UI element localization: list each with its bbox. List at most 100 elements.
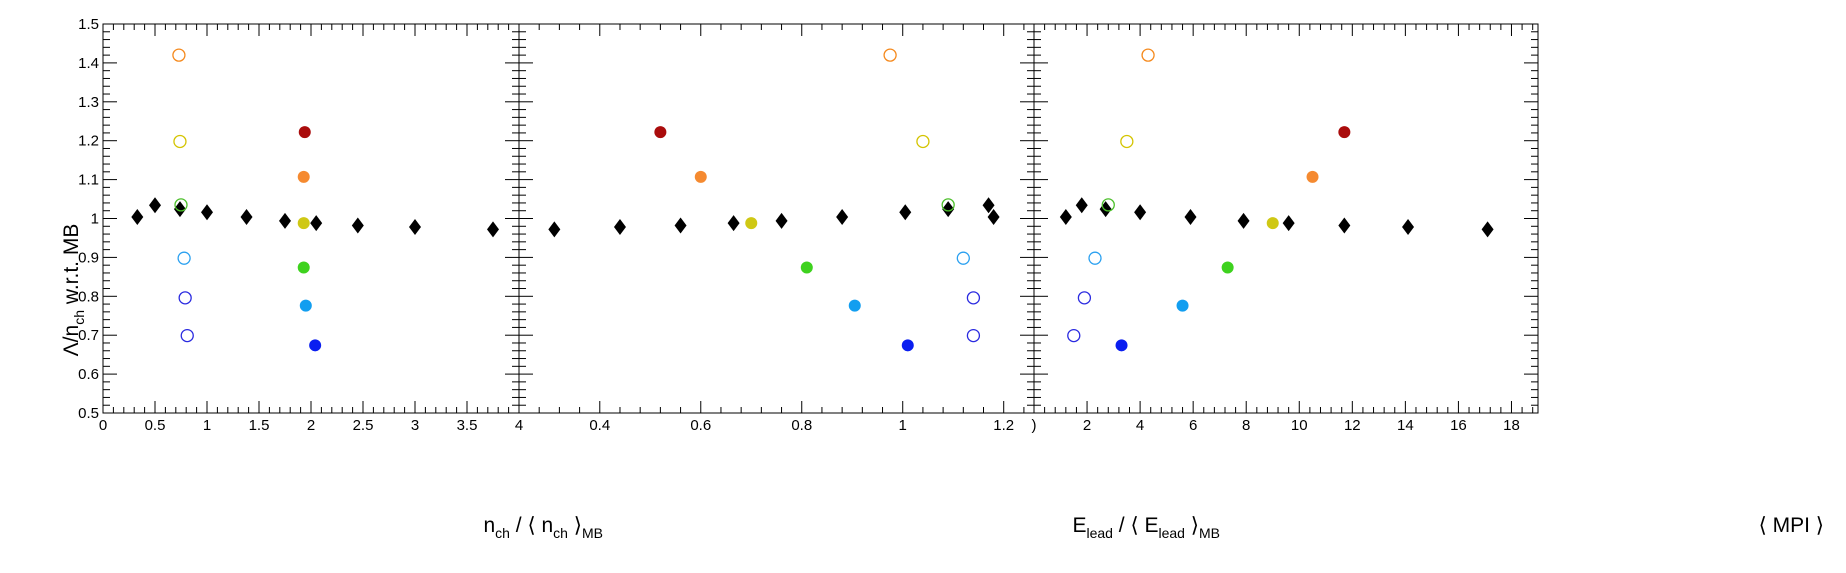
x-tick-label: 18 (1503, 417, 1520, 434)
x-tick-label: 1 (899, 417, 907, 434)
data-point-diamond (173, 201, 186, 218)
data-point-diamond (836, 208, 849, 225)
data-point-diamond (240, 208, 253, 225)
x-title-mid-b-sub: lead (1159, 525, 1185, 541)
x-tick-label: 10 (1291, 417, 1308, 434)
data-point-filled-circle (297, 261, 310, 274)
x-title-left-a-sub: ch (495, 525, 510, 541)
data-point-diamond (613, 219, 626, 236)
x-tick-label: 16 (1450, 417, 1467, 434)
x-title-left-c-sub: MB (582, 525, 603, 541)
data-point-open-circle (180, 328, 194, 343)
x-tick-label: 4 (1136, 417, 1144, 434)
panel-right: ) 2 4 6 8 10 12 14 16 18 (1032, 23, 1539, 434)
y-tick-label: 1.1 (78, 172, 99, 189)
panel-middle: 0.4 0.6 0.8 1 1.2 (518, 23, 1035, 434)
y-tick-label: 0.5 (78, 405, 99, 422)
data-point-diamond (409, 219, 421, 236)
y-axis-title-main: Λ/n (60, 325, 83, 357)
data-point-open-circle (916, 134, 930, 149)
data-point-open-circle (173, 134, 187, 149)
x-title-mid-b: / ⟨ E (1113, 514, 1159, 537)
data-point-open-circle (177, 251, 191, 265)
y-axis-title-rest: w.r.t. MB (60, 224, 83, 310)
x-title-mid-a: E (1072, 514, 1086, 537)
x-axis-title-right: ⟨ MPI ⟩ (1759, 514, 1824, 537)
x-title-left-b: / ⟨ n (510, 514, 553, 537)
panel-left: 0 0.5 1 1.5 2 2.5 3 3.5 40.50.60.70.80.911.11.21… (78, 16, 523, 434)
y-tick-label: 0.6 (78, 366, 99, 383)
data-point-open-circle (172, 48, 186, 62)
data-point-filled-circle (309, 339, 322, 352)
data-point-diamond (674, 217, 687, 234)
data-point-diamond (279, 212, 291, 229)
data-point-diamond (1338, 217, 1351, 234)
x-tick-label: 8 (1242, 417, 1250, 434)
x-tick-label: 1 (203, 417, 211, 434)
data-point-filled-circle (901, 339, 914, 352)
data-point-filled-circle (1266, 217, 1279, 230)
data-point-open-circle (178, 291, 192, 305)
data-point-filled-circle (1338, 126, 1351, 139)
x-title-left-a: n (483, 514, 495, 537)
data-point-diamond (1282, 215, 1295, 232)
data-point-open-circle (883, 48, 897, 62)
data-point-open-circle (1067, 328, 1081, 343)
data-point-diamond (487, 221, 499, 238)
data-point-diamond (982, 197, 995, 214)
x-tick-label: 0.8 (791, 417, 812, 434)
x-tick-label: 0.5 (145, 417, 166, 434)
x-tick-label: 4 (515, 417, 523, 434)
y-tick-label: 1.4 (78, 55, 99, 72)
y-tick-label: 1.2 (78, 133, 99, 150)
data-point-filled-circle (299, 299, 312, 312)
data-point-open-circle (1088, 251, 1102, 265)
x-tick-label: 1.5 (249, 417, 270, 434)
x-title-mid-a-sub: lead (1086, 525, 1112, 541)
data-point-diamond (1059, 208, 1072, 225)
x-title-mid-c: ⟩ (1185, 514, 1199, 537)
data-point-open-circle (941, 198, 955, 212)
x-tick-label: 3 (411, 417, 419, 434)
y-tick-label: 1.3 (78, 94, 99, 111)
data-point-diamond (727, 215, 740, 232)
x-tick-label: 2.5 (353, 417, 374, 434)
data-point-filled-circle (1176, 299, 1189, 312)
data-point-filled-circle (297, 170, 310, 183)
x-tick-label: 1.2 (993, 417, 1014, 434)
data-point-diamond (1481, 221, 1494, 238)
x-tick-label: 14 (1397, 417, 1414, 434)
data-point-diamond (1184, 208, 1197, 225)
data-point-diamond (987, 208, 1000, 225)
data-point-open-circle (1101, 198, 1115, 212)
data-point-filled-circle (1221, 261, 1234, 274)
x-title-left-c: ⟩ (568, 514, 582, 537)
data-point-filled-circle (745, 217, 758, 230)
data-point-diamond (1075, 197, 1088, 214)
data-point-filled-circle (1115, 339, 1128, 352)
data-point-diamond (942, 201, 955, 218)
data-point-filled-circle (654, 126, 667, 139)
data-point-open-circle (174, 198, 188, 212)
data-point-filled-circle (297, 217, 310, 230)
data-point-diamond (1237, 212, 1250, 229)
data-point-open-circle (1077, 291, 1092, 305)
data-point-open-circle (966, 328, 981, 343)
data-point-open-circle (966, 291, 981, 305)
y-tick-label: 0.9 (78, 249, 99, 266)
x-tick-label: 0.4 (589, 417, 610, 434)
x-title-mid-c-sub: MB (1199, 525, 1220, 541)
data-point-diamond (1402, 219, 1415, 236)
data-point-diamond (310, 215, 323, 232)
data-point-diamond (201, 204, 213, 221)
data-point-diamond (149, 197, 161, 214)
y-tick-label: 1 (91, 211, 99, 228)
x-tick-label: 12 (1344, 417, 1361, 434)
x-tick-label: ) (1032, 417, 1037, 434)
y-tick-label: 0.8 (78, 288, 99, 305)
data-point-filled-circle (694, 170, 707, 183)
x-tick-label: 0.6 (690, 417, 711, 434)
y-tick-label: 0.7 (78, 327, 99, 344)
y-tick-label: 1.5 (78, 16, 99, 33)
